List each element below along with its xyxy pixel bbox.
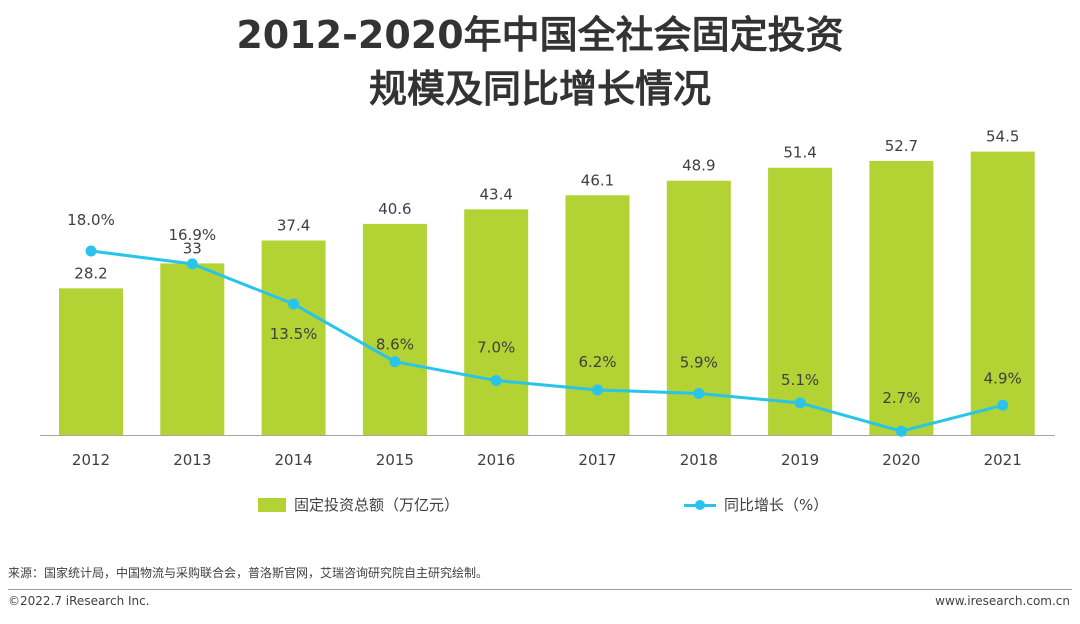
bar-label-2016: 43.4 xyxy=(479,185,512,203)
bar-label-2019: 51.4 xyxy=(783,144,816,162)
bar-2012 xyxy=(59,288,123,435)
growth-label-2013: 16.9% xyxy=(168,226,216,244)
growth-point-2017 xyxy=(592,384,603,396)
footer-website[interactable]: www.iresearch.com.cn xyxy=(935,594,1070,608)
legend-item-growth: 同比增长（%） xyxy=(684,494,828,515)
x-tick-label-2014: 2014 xyxy=(275,451,313,469)
footer-divider xyxy=(8,589,1072,590)
bar-2015 xyxy=(362,223,427,435)
footer-copyright: ©2022.7 iResearch Inc. xyxy=(8,594,150,608)
x-tick-label-2017: 2017 xyxy=(578,451,616,469)
bar-label-2017: 46.1 xyxy=(581,171,614,189)
bar-2013 xyxy=(160,263,225,435)
combo-chart: 28.2 33 37.4 40.6 43.4 46.1 48.9 51.4 52.7 54.5 20… xyxy=(40,128,1055,469)
growth-line xyxy=(90,249,1004,433)
x-tick-label-2021: 2021 xyxy=(984,451,1022,469)
legend-item-investment: 固定投资总额（万亿元） xyxy=(258,494,459,515)
bar-label-2021: 54.5 xyxy=(986,128,1019,146)
growth-label-2020: 2.7% xyxy=(882,389,920,407)
growth-label-2012: 18.0% xyxy=(67,211,115,229)
growth-label-2014: 13.5% xyxy=(270,325,318,343)
x-tick-label-2019: 2019 xyxy=(781,451,819,469)
bar-label-2015: 40.6 xyxy=(378,200,411,218)
bar-label-2014: 37.4 xyxy=(277,217,310,235)
growth-point-2014 xyxy=(288,298,300,310)
x-tick-label-2013: 2013 xyxy=(173,451,211,469)
legend-label-growth: 同比增长（%） xyxy=(724,496,829,514)
growth-point-2012 xyxy=(85,245,97,257)
growth-point-2019 xyxy=(794,397,806,409)
chart-title-line-2: 规模及同比增长情况 xyxy=(368,67,711,111)
growth-point-2015 xyxy=(389,356,401,368)
bar-2014 xyxy=(261,240,326,435)
growth-point-2013 xyxy=(186,258,198,270)
source-note: 来源：国家统计局，中国物流与采购联合会，普洛斯官网，艾瑞咨询研究院自主研究绘制。 xyxy=(8,566,489,580)
growth-point-2016 xyxy=(490,375,502,387)
chart-title-line-1: 2012-2020年中国全社会固定投资 xyxy=(236,13,844,57)
bar-2020 xyxy=(869,160,934,435)
x-tick-label-2016: 2016 xyxy=(477,451,515,469)
bar-2021 xyxy=(970,151,1035,435)
bar-2017 xyxy=(565,195,630,435)
bar-label-2020: 52.7 xyxy=(885,137,918,155)
legend-label-investment: 固定投资总额（万亿元） xyxy=(294,496,460,514)
legend-bar-swatch xyxy=(258,497,286,512)
growth-label-2019: 5.1% xyxy=(781,371,819,389)
bar-2016 xyxy=(464,209,529,435)
x-tick-label-2012: 2012 xyxy=(72,451,110,469)
x-tick-label-2018: 2018 xyxy=(680,451,718,469)
growth-label-2018: 5.9% xyxy=(680,353,718,371)
growth-label-2015: 8.6% xyxy=(376,336,414,354)
x-tick-label-2015: 2015 xyxy=(376,451,414,469)
bar-label-2013: 33 xyxy=(183,239,202,257)
growth-label-2021: 4.9% xyxy=(984,369,1022,387)
growth-point-2018 xyxy=(693,387,705,399)
growth-point-2021 xyxy=(997,399,1009,411)
bar-label-2018: 48.9 xyxy=(682,157,715,175)
bar-2019 xyxy=(768,167,833,435)
growth-label-2017: 6.2% xyxy=(578,353,616,371)
legend-line-swatch xyxy=(684,498,716,512)
growth-point-2020 xyxy=(895,425,907,437)
growth-label-2016: 7.0% xyxy=(477,339,515,357)
bar-label-2012: 28.2 xyxy=(74,264,107,282)
x-tick-label-2020: 2020 xyxy=(882,451,920,469)
